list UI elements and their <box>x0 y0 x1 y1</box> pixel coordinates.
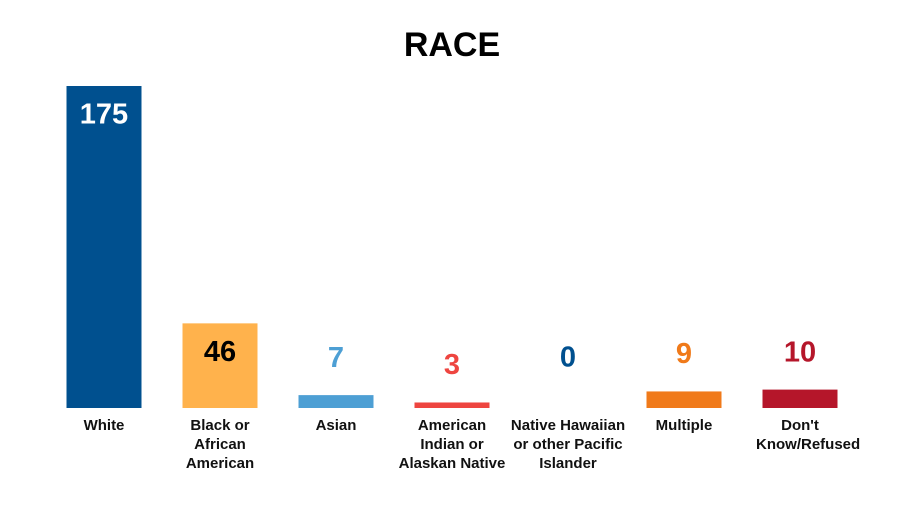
x-tick-label: White <box>83 417 125 434</box>
bar <box>66 86 142 408</box>
x-tick-label: Multiple <box>655 417 713 434</box>
value-label: 46 <box>204 336 236 368</box>
value-label: 10 <box>784 336 816 368</box>
bar <box>414 402 490 408</box>
value-label: 0 <box>560 342 576 374</box>
bar <box>182 323 258 408</box>
chart-title: RACE <box>403 26 501 64</box>
value-label: 175 <box>80 99 128 131</box>
bar <box>762 389 838 408</box>
x-tick-label: Don't Know/Refused <box>756 417 861 453</box>
x-tick-label: American Indian or Alaskan Native <box>398 417 506 472</box>
x-tick-label: Black or African American <box>185 417 255 472</box>
value-label: 9 <box>676 338 692 370</box>
value-label: 7 <box>328 342 344 374</box>
bar <box>298 395 374 408</box>
x-tick-label: Asian <box>315 417 357 434</box>
x-tick-label: Native Hawaiian or other Pacific Islande… <box>510 417 626 472</box>
bar <box>646 391 722 408</box>
value-label: 3 <box>444 349 460 381</box>
